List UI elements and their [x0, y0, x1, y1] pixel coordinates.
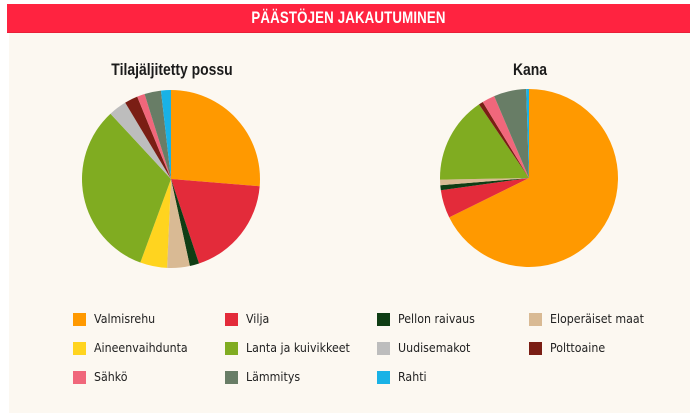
legend-swatch: [73, 341, 86, 355]
legend-label: Lanta ja kuivikkeet: [246, 341, 350, 355]
pie-slice-polttoaine: [478, 101, 529, 178]
pie-slice-pellon_raivaus: [440, 178, 529, 191]
legend-item-eloperaiset_maat: Eloperäiset maat: [529, 311, 652, 327]
legend-label: Eloperäiset maat: [550, 312, 644, 326]
legend-label: Rahti: [398, 370, 427, 384]
pie-title-kana: Kana: [512, 60, 548, 79]
legend-swatch: [73, 312, 86, 326]
legend-swatch: [225, 312, 238, 326]
legend-label: Lämmitys: [246, 370, 301, 384]
pie-slice-uudisemakot: [110, 102, 171, 179]
pie-slice-aineenvaihdunta: [140, 179, 171, 268]
legend-swatch: [377, 312, 390, 326]
legend-item-rahti: Rahti: [377, 369, 429, 385]
pie-slice-valmisrehu: [449, 89, 618, 267]
legend-label: Aineenvaihdunta: [94, 341, 188, 355]
legend-item-aineenvaihdunta: Aineenvaihdunta: [73, 340, 196, 356]
pie-slice-polttoaine: [125, 96, 171, 179]
legend-item-sahko: Sähkö: [73, 369, 130, 385]
pie-slice-rahti: [160, 90, 171, 179]
pie-slice-valmisrehu: [171, 90, 260, 187]
legend-swatch: [529, 341, 542, 355]
legend-label: Valmisrehu: [94, 312, 156, 326]
legend-item-pellon_raivaus: Pellon raivaus: [377, 311, 482, 327]
pie-chart-kana: [440, 88, 618, 267]
pie-slice-rahti: [526, 88, 529, 178]
pie-slice-lammitys: [494, 89, 529, 178]
legend-swatch: [377, 370, 390, 384]
legend-swatch: [73, 370, 86, 384]
pie-slice-lammitys: [144, 90, 171, 179]
pie-title-possu: Tilajäljitetty possu: [111, 60, 233, 79]
pie-slice-sahko: [482, 96, 529, 178]
legend-item-valmisrehu: Valmisrehu: [73, 311, 161, 327]
legend-label: Vilja: [246, 312, 270, 326]
legend-item-lammitys: Lämmitys: [225, 369, 305, 385]
pie-slice-vilja: [440, 178, 529, 218]
pie-slice-pellon_raivaus: [171, 179, 200, 266]
pie-slice-lanta: [440, 104, 529, 180]
pie-slice-eloperaiset_maat: [167, 179, 190, 268]
pie-slice-sahko: [137, 94, 171, 179]
legend-swatch: [225, 341, 238, 355]
legend-item-lanta: Lanta ja kuivikkeet: [225, 340, 359, 356]
pie-slice-vilja: [171, 179, 260, 264]
header-title: PÄÄSTÖJEN JAKAUTUMINEN: [251, 8, 446, 27]
legend-label: Pellon raivaus: [398, 312, 475, 326]
pie-chart-possu: [81, 90, 260, 268]
legend-item-uudisemakot: Uudisemakot: [377, 340, 477, 356]
legend-swatch: [225, 370, 238, 384]
pie-slice-lanta: [81, 113, 171, 263]
legend-swatch: [529, 312, 542, 326]
pie-slice-eloperaiset_maat: [440, 178, 529, 186]
chart-header: PÄÄSTÖJEN JAKAUTUMINEN: [7, 4, 690, 33]
legend-label: Sähkö: [94, 370, 128, 384]
legend-swatch: [377, 341, 390, 355]
legend-item-polttoaine: Polttoaine: [529, 340, 610, 356]
legend-label: Uudisemakot: [398, 341, 471, 355]
legend-label: Polttoaine: [550, 341, 606, 355]
legend-item-vilja: Vilja: [225, 311, 271, 327]
